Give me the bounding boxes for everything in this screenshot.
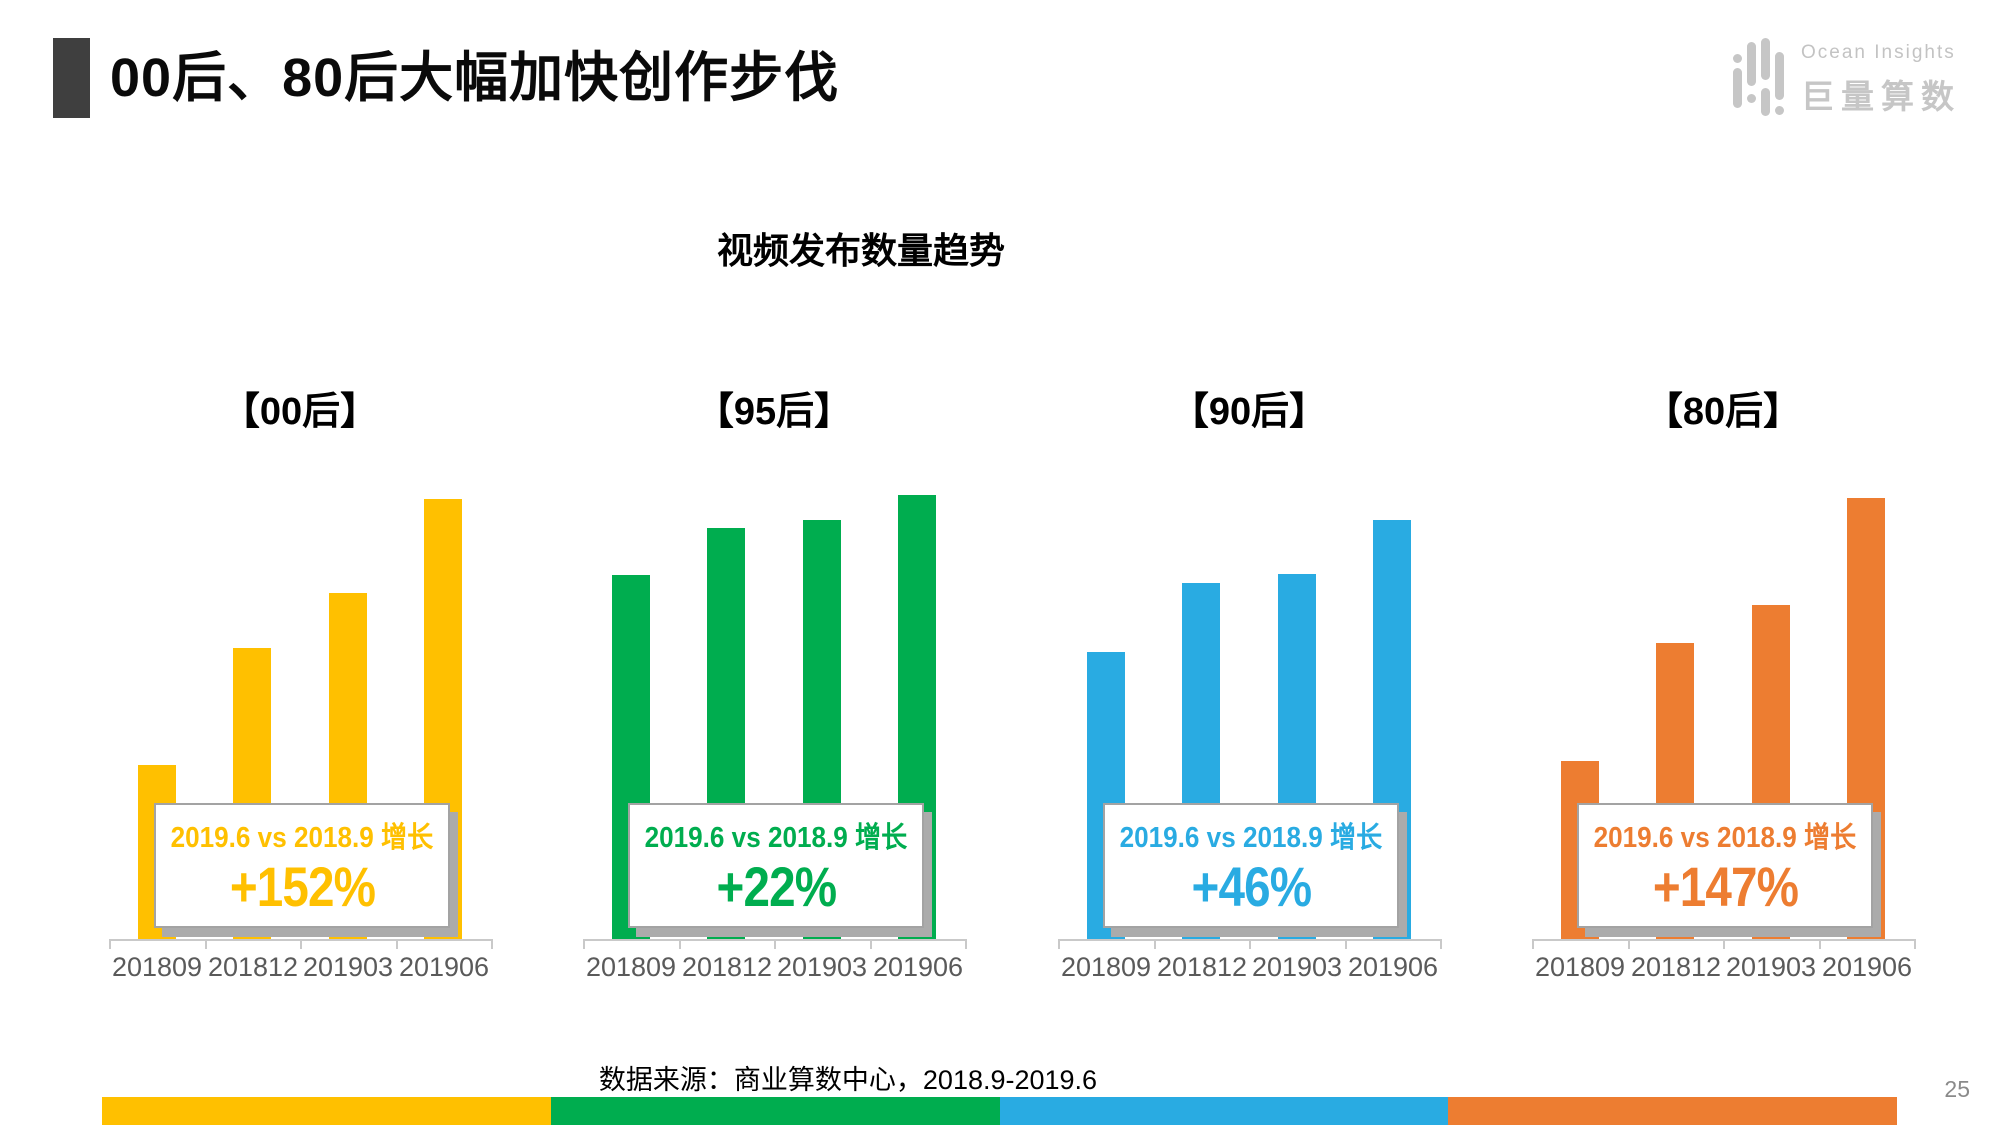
axis-tick	[109, 940, 111, 949]
axis-tick	[1249, 940, 1251, 949]
logo-brand-en: Ocean Insights	[1801, 42, 1956, 63]
axis-tick	[1532, 940, 1534, 949]
group-title: 【00后】	[221, 391, 379, 433]
growth-annotation-box: 2019.6 vs 2018.9 增长 +22%	[628, 803, 924, 928]
axis-tick	[1058, 940, 1060, 949]
axis-label: 201812	[207, 952, 299, 982]
axis-tick	[679, 940, 681, 949]
axis-label: 201906	[1821, 952, 1913, 982]
axis-label: 201906	[872, 952, 964, 982]
group-title: 【90后】	[1170, 391, 1328, 433]
footer-color-strip	[102, 1097, 1897, 1125]
axis-tick	[300, 940, 302, 949]
logo-text: Ocean Insights 巨量算数	[1801, 42, 1961, 118]
axis-tick	[1628, 940, 1630, 949]
growth-annotation-label: 2019.6 vs 2018.9 增长	[1119, 821, 1383, 854]
strip-segment-2	[550, 1097, 1000, 1125]
axis-label: 201809	[585, 952, 677, 982]
page-title: 00后、80后大幅加快创作步伐	[110, 48, 840, 108]
axis-label: 201809	[1060, 952, 1152, 982]
axis-tick	[491, 940, 493, 949]
group-title: 【80后】	[1644, 391, 1802, 433]
axis-tick	[1914, 940, 1916, 949]
title-accent-bar	[53, 38, 90, 118]
axis-label: 201812	[1630, 952, 1722, 982]
axis-tick	[396, 940, 398, 949]
axis-tick	[205, 940, 207, 949]
growth-annotation-box: 2019.6 vs 2018.9 增长 +147%	[1577, 803, 1873, 928]
axis-tick	[1819, 940, 1821, 949]
group-title: 【95后】	[695, 391, 853, 433]
axis-tick	[1345, 940, 1347, 949]
axis-label: 201903	[1251, 952, 1343, 982]
axis-tick	[774, 940, 776, 949]
axis-tick	[1440, 940, 1442, 949]
strip-segment-3	[999, 1097, 1449, 1125]
axis-label: 201812	[681, 952, 773, 982]
axis-label: 201809	[111, 952, 203, 982]
axis-tick	[583, 940, 585, 949]
growth-annotation-box: 2019.6 vs 2018.9 增长 +152%	[154, 803, 450, 928]
axis-tick	[965, 940, 967, 949]
bar-wave-logo-icon	[1733, 38, 1791, 116]
axis-tick	[1723, 940, 1725, 949]
growth-annotation-label: 2019.6 vs 2018.9 增长	[644, 821, 908, 854]
axis-label: 201903	[776, 952, 868, 982]
growth-annotation-label: 2019.6 vs 2018.9 增长	[1593, 821, 1857, 854]
growth-annotation-value: +147%	[1652, 854, 1798, 918]
axis-tick	[870, 940, 872, 949]
growth-annotation-label: 2019.6 vs 2018.9 增长	[170, 821, 434, 854]
chart-main-title: 视频发布数量趋势	[716, 230, 1005, 271]
axis-label: 201903	[302, 952, 394, 982]
growth-annotation-value: +22%	[716, 854, 837, 918]
strip-segment-1	[102, 1097, 551, 1125]
axis-label: 201812	[1156, 952, 1248, 982]
growth-annotation-value: +152%	[229, 854, 375, 918]
data-source-note: 数据来源：商业算数中心，2018.9-2019.6	[598, 1065, 1098, 1095]
axis-label: 201906	[398, 952, 490, 982]
axis-tick	[1154, 940, 1156, 949]
axis-label: 201906	[1347, 952, 1439, 982]
ocean-insights-logo: Ocean Insights 巨量算数	[1733, 36, 1973, 118]
strip-segment-4	[1448, 1097, 1897, 1125]
growth-annotation-box: 2019.6 vs 2018.9 增长 +46%	[1103, 803, 1399, 928]
logo-brand-cn: 巨量算数	[1801, 78, 1961, 115]
page-number: 25	[1944, 1076, 1970, 1102]
axis-label: 201809	[1534, 952, 1626, 982]
axis-label: 201903	[1725, 952, 1817, 982]
growth-annotation-value: +46%	[1191, 854, 1312, 918]
